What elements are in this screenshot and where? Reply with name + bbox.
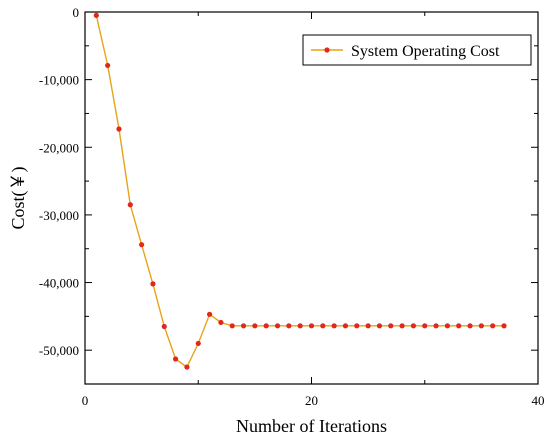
data-point [195, 340, 201, 347]
data-point [286, 323, 292, 329]
data-point [478, 323, 484, 329]
data-point [501, 323, 507, 329]
data-point [93, 12, 99, 18]
legend-box [302, 34, 532, 66]
data-point [297, 323, 303, 329]
legend[interactable]: System Operating Cost [302, 34, 532, 66]
data-point [150, 281, 156, 287]
data-point [240, 323, 247, 329]
y-tick-label: -10,000 [39, 73, 79, 88]
data-point [388, 323, 394, 329]
data-point [433, 323, 439, 329]
data-point [127, 202, 133, 208]
data-point [456, 323, 462, 329]
x-axis-title: Number of Iterations [236, 416, 387, 436]
data-point [320, 323, 326, 329]
y-tick-label: -30,000 [39, 208, 79, 223]
data-point [490, 323, 496, 329]
data-point [376, 323, 383, 329]
data-point [422, 323, 428, 329]
data-point [399, 323, 405, 329]
data-point [308, 323, 315, 329]
data-point [173, 356, 179, 362]
y-tick-label: -50,000 [39, 343, 79, 358]
legend-label: System Operating Cost [351, 43, 500, 60]
data-point [365, 323, 371, 329]
data-point [161, 323, 167, 330]
data-point [218, 319, 224, 326]
data-point [342, 323, 349, 329]
data-point [444, 323, 450, 329]
data-point [274, 323, 281, 329]
data-point [331, 323, 337, 329]
data-point [354, 323, 360, 329]
data-point [229, 323, 235, 329]
y-tick-label: -40,000 [39, 276, 79, 291]
data-point [116, 126, 122, 132]
y-axis-title: Cost(￥) [8, 166, 29, 229]
y-tick-label: 0 [73, 5, 80, 20]
legend-marker-swatch [324, 47, 330, 53]
data-point [252, 323, 258, 329]
data-point [105, 62, 111, 69]
data-point [206, 311, 213, 317]
series-layer [93, 12, 507, 370]
data-point [139, 242, 145, 248]
x-tick-label: 0 [82, 393, 89, 408]
data-point [410, 323, 417, 329]
x-tick-label: 20 [305, 393, 318, 408]
data-point [263, 323, 269, 329]
series-line [95, 15, 504, 369]
data-point [184, 364, 190, 370]
x-axis: 0 20 40 [82, 12, 545, 408]
y-axis: 0 -10,000 -20,000 -30,000 -40,000 -50,000 [39, 5, 538, 358]
y-tick-label: -20,000 [39, 140, 79, 155]
x-tick-label: 40 [532, 393, 545, 408]
data-point [467, 323, 473, 329]
